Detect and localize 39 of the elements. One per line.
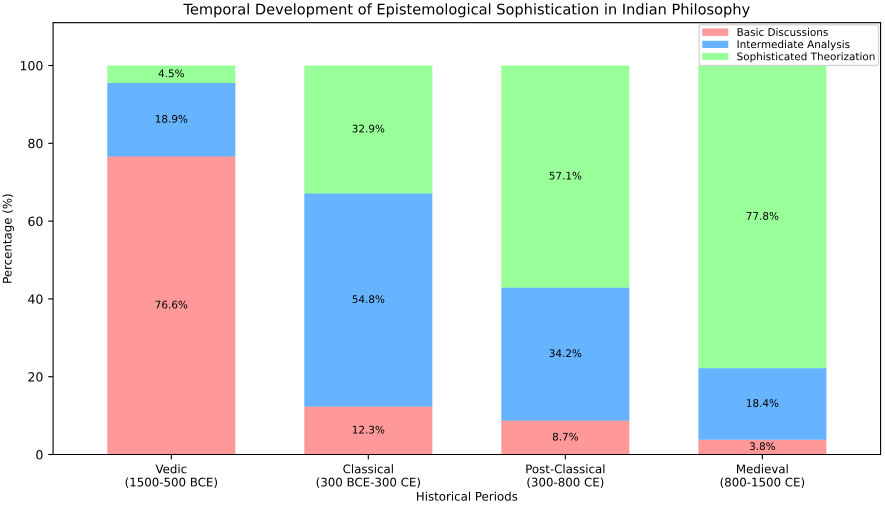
bar [698, 368, 826, 440]
y-tick-label: 80 [28, 138, 43, 148]
y-tick-label: 0 [36, 450, 43, 460]
y-tick-label: 100 [20, 60, 43, 70]
legend-label: Sophisticated Theorization [737, 52, 874, 62]
bar [501, 420, 630, 454]
y-tick-label: 40 [28, 294, 43, 304]
x-tick-label: Vedic (1500-500 BCE) [126, 464, 217, 488]
legend-label: Intermediate Analysis [738, 40, 850, 50]
chart-title: Temporal Development of Epistemological Sophistication in Indian Philosophy [183, 3, 750, 18]
bar [501, 288, 630, 421]
bar [304, 406, 432, 454]
data-label: 76.6% [156, 300, 188, 309]
x-tick-label: Post-Classical (300-800 CE) [526, 464, 604, 488]
data-label: 54.8% [352, 295, 384, 304]
bar [304, 193, 432, 407]
data-label: 3.8% [750, 442, 776, 450]
y-tick-label: 20 [28, 372, 43, 382]
y-axis-title: Percentage (%) [2, 194, 14, 283]
x-tick-label: Medieval (800-1500 CE) [720, 464, 804, 488]
data-label: 4.5% [158, 69, 184, 78]
bar [107, 66, 236, 84]
x-tick-label: Classical (300 BCE-300 CE) [316, 464, 420, 488]
data-label: 57.1% [550, 172, 582, 180]
data-label: 18.4% [746, 399, 778, 407]
x-axis-title: Historical Periods [416, 492, 518, 501]
y-tick-label: 60 [28, 216, 43, 226]
bar [501, 66, 630, 288]
data-label: 18.9% [156, 114, 188, 123]
data-label: 8.7% [552, 432, 578, 441]
bar [107, 83, 236, 157]
data-label: 12.3% [352, 426, 384, 434]
bar [107, 156, 236, 454]
data-label: 32.9% [352, 124, 384, 133]
bar [698, 440, 826, 454]
bar [304, 66, 432, 194]
data-label: 77.8% [746, 212, 778, 220]
legend-label: Basic Discussions [738, 28, 828, 36]
data-label: 34.2% [550, 349, 582, 358]
